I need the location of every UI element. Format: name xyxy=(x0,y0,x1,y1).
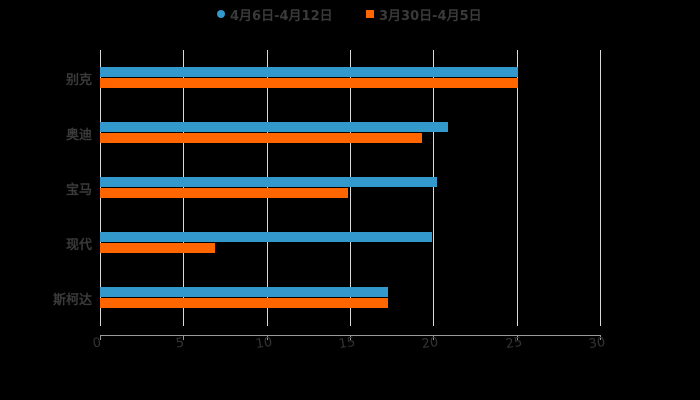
x-axis-tick xyxy=(517,335,518,340)
x-axis-tick-label: 30 xyxy=(587,334,607,353)
chart-legend: 4月6日-4月12日 3月30日-4月5日 xyxy=(0,4,700,24)
y-axis-category-label: 别克 xyxy=(65,73,92,88)
x-axis-tick xyxy=(350,335,351,340)
gridline xyxy=(350,50,351,326)
y-axis-category-label: 斯柯达 xyxy=(52,293,92,308)
bar-previous-week[interactable] xyxy=(100,298,388,308)
bar-current-week[interactable] xyxy=(100,177,437,187)
legend-square-icon xyxy=(366,10,374,18)
y-axis-category-label: 现代 xyxy=(65,238,92,253)
bar-previous-week[interactable] xyxy=(100,188,348,198)
x-axis-tick xyxy=(267,335,268,340)
legend-item-series-1[interactable]: 4月6日-4月12日 xyxy=(217,4,333,24)
gridline xyxy=(600,50,601,326)
x-axis-tick-label: 20 xyxy=(420,334,440,353)
gridline xyxy=(433,50,434,326)
bar-previous-week[interactable] xyxy=(100,78,518,88)
x-axis-tick xyxy=(433,335,434,340)
bar-previous-week[interactable] xyxy=(100,133,422,143)
bar-previous-week[interactable] xyxy=(100,243,215,253)
x-axis-tick xyxy=(600,335,601,340)
x-axis-tick-label: 25 xyxy=(504,334,524,353)
x-axis-tick-label: 5 xyxy=(174,335,186,352)
x-axis-tick-label: 15 xyxy=(337,334,357,353)
x-axis-tick xyxy=(100,335,101,340)
y-axis-category-label: 奥迪 xyxy=(65,128,92,143)
legend-label: 3月30日-4月5日 xyxy=(379,8,482,24)
y-axis-category-label: 宝马 xyxy=(65,183,92,198)
legend-label: 4月6日-4月12日 xyxy=(230,8,333,24)
bar-current-week[interactable] xyxy=(100,232,432,242)
bar-current-week[interactable] xyxy=(100,122,448,132)
x-axis-tick-label: 0 xyxy=(91,335,103,352)
bar-current-week[interactable] xyxy=(100,287,388,297)
bar-current-week[interactable] xyxy=(100,67,518,77)
x-axis-tick xyxy=(183,335,184,340)
legend-item-series-2[interactable]: 3月30日-4月5日 xyxy=(366,4,482,24)
gridline xyxy=(517,50,518,326)
legend-circle-icon xyxy=(217,10,225,18)
x-axis-tick-label: 10 xyxy=(254,334,274,353)
